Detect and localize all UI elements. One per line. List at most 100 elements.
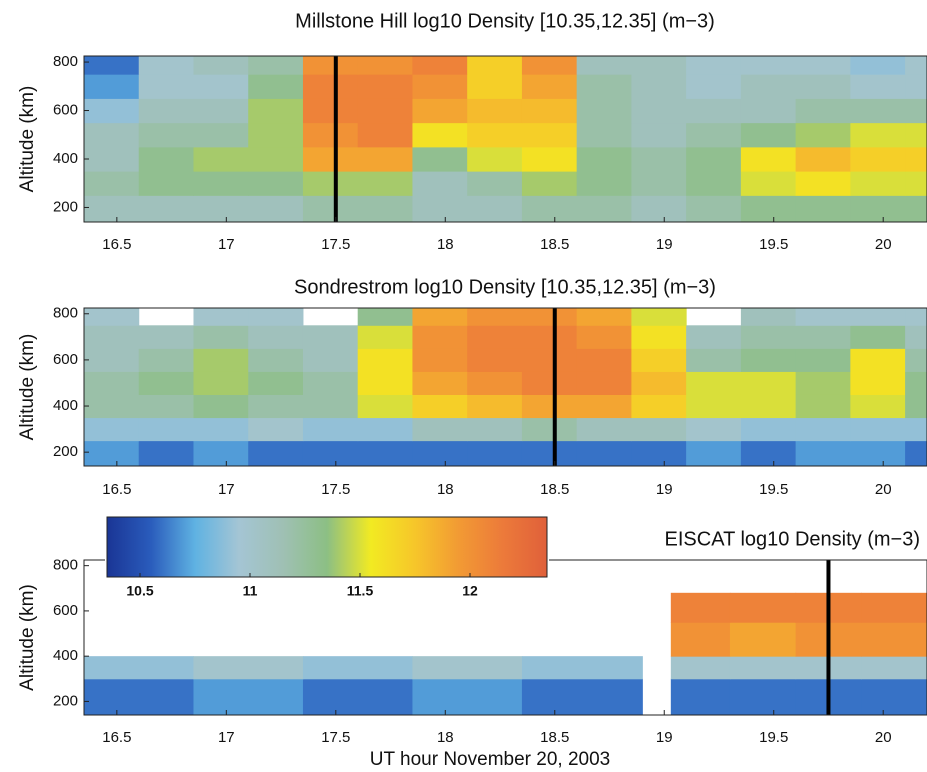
y-tick-label: 400 — [53, 397, 78, 414]
heat-cell — [302, 371, 359, 395]
heat-cell — [193, 195, 249, 223]
heat-cell — [357, 146, 413, 172]
heat-cell — [193, 325, 249, 349]
heat-cell — [905, 394, 927, 419]
heat-cell — [670, 592, 731, 623]
heat-cell — [521, 308, 578, 326]
heat-cell — [193, 394, 249, 419]
heat-cell — [193, 417, 249, 442]
heat-cell — [631, 325, 687, 349]
heat-cell — [84, 325, 140, 349]
heat-cell — [302, 656, 413, 680]
heat-cell — [521, 171, 578, 196]
heat-cell — [576, 122, 632, 148]
panel-title: Millstone Hill log10 Density [10.35,12.3… — [295, 10, 715, 32]
heat-cell — [412, 122, 468, 148]
heat-cell — [302, 74, 359, 99]
heat-cell — [686, 146, 742, 172]
heat-cell — [138, 394, 194, 419]
heat-cell — [795, 394, 851, 419]
heat-cell — [467, 308, 523, 326]
x-tick-label: 17 — [218, 236, 235, 253]
heat-cell — [84, 195, 140, 223]
heat-cell — [467, 348, 523, 372]
heat-cell — [576, 56, 632, 75]
heat-cell — [905, 417, 927, 442]
heat-cell — [412, 146, 468, 172]
heat-cell — [521, 98, 578, 124]
heat-cell — [412, 348, 468, 372]
colorbar-tick-label: 11.5 — [347, 583, 374, 599]
heat-cell — [138, 122, 194, 148]
heat-cell — [193, 348, 249, 372]
heat-cell — [686, 325, 742, 349]
heat-cell — [248, 171, 304, 196]
heat-cell — [357, 308, 413, 326]
plot-frame — [83, 307, 927, 467]
heat-cell — [850, 440, 906, 467]
heat-cell — [795, 440, 851, 467]
heat-cell — [670, 656, 731, 680]
heat-cell — [193, 98, 249, 124]
heat-cell — [357, 417, 413, 442]
heat-cell — [631, 394, 687, 419]
heat-cell — [905, 146, 927, 172]
heat-cell — [193, 308, 249, 326]
heat-cell — [138, 195, 194, 223]
heat-cell — [795, 417, 851, 442]
heat-cell — [467, 98, 523, 124]
x-tick-label: 16.5 — [102, 481, 131, 498]
y-axis-label: Altitude (km) — [17, 334, 38, 441]
x-tick-label: 18 — [437, 481, 454, 498]
heat-cell — [84, 371, 140, 395]
heat-cell — [576, 195, 632, 223]
heat-cell — [686, 440, 742, 467]
heat-cell — [302, 440, 359, 467]
heat-cell — [467, 417, 523, 442]
heat-cell — [248, 146, 304, 172]
heat-cell — [740, 325, 797, 349]
heat-cell — [193, 171, 249, 196]
heat-cell — [138, 371, 194, 395]
heat-cell — [521, 146, 578, 172]
heat-cell — [729, 678, 797, 716]
heat-cell — [84, 656, 194, 680]
heat-cell — [467, 371, 523, 395]
heat-cell — [740, 394, 797, 419]
heat-cell — [302, 678, 413, 716]
x-tick-label: 17 — [218, 481, 235, 498]
heat-cell — [686, 171, 742, 196]
heat-cell — [576, 308, 632, 326]
x-tick-label: 18 — [437, 236, 454, 253]
heat-cell — [740, 122, 797, 148]
heat-cell — [302, 56, 359, 75]
heat-cell — [248, 195, 304, 223]
heat-cell — [302, 348, 359, 372]
heat-cell — [905, 371, 927, 395]
heat-cell — [193, 146, 249, 172]
heat-cell — [357, 74, 413, 99]
heat-cell — [357, 371, 413, 395]
heat-cell — [248, 394, 304, 419]
heat-cell — [631, 98, 687, 124]
heat-cell — [905, 440, 927, 467]
heat-cell — [905, 171, 927, 196]
heat-cell — [740, 56, 797, 75]
colorbar — [106, 516, 548, 578]
heat-cell — [686, 394, 742, 419]
heat-cell — [670, 622, 731, 657]
heat-cell — [576, 417, 632, 442]
heat-cell — [905, 325, 927, 349]
heat-cell — [302, 417, 359, 442]
heat-cell — [631, 348, 687, 372]
heat-cell — [686, 74, 742, 99]
heat-cell — [412, 56, 468, 75]
heat-cell — [576, 348, 632, 372]
y-tick-label: 600 — [53, 602, 78, 619]
heat-cell — [740, 195, 797, 223]
heat-cell — [861, 678, 927, 716]
heat-cell — [795, 146, 851, 172]
heat-cell — [850, 171, 906, 196]
heat-cell — [686, 98, 742, 124]
heat-cell — [193, 56, 249, 75]
